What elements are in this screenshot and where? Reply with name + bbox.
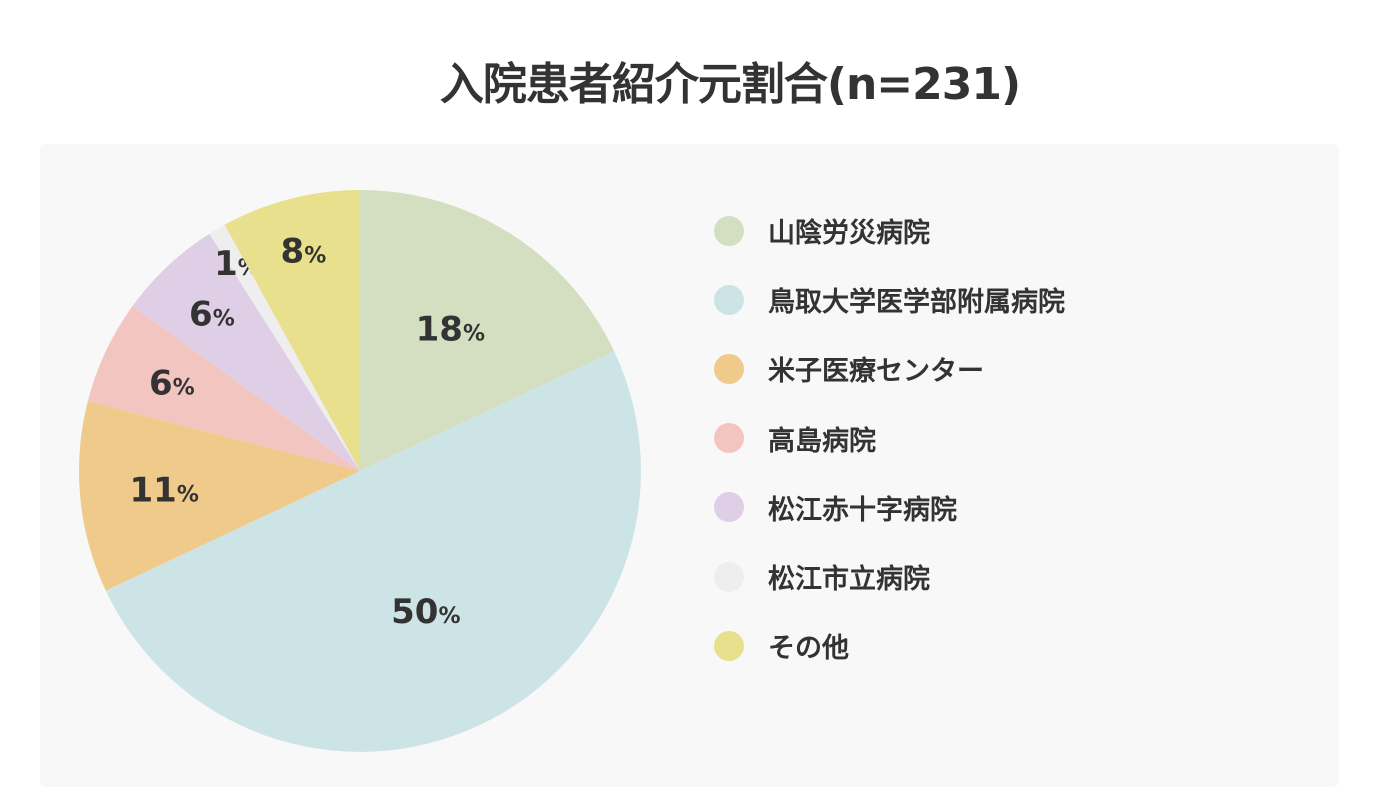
pie-slice — [87, 305, 361, 471]
legend-item: 山陰労災病院 — [714, 196, 1065, 265]
slice-value-label: 18% — [416, 310, 485, 350]
slice-value-label: 6% — [149, 363, 195, 403]
slice-value-label: 11% — [129, 471, 198, 511]
legend-label: その他 — [768, 633, 849, 665]
legend-label: 米子医療センター — [768, 356, 984, 388]
slice-value-label: 50% — [391, 592, 460, 632]
pie-slice — [224, 190, 360, 471]
legend-swatch — [714, 353, 744, 384]
legend-swatch — [714, 492, 744, 523]
pie-slice — [209, 224, 360, 471]
legend-label: 高島病院 — [768, 425, 876, 457]
legend-label: 松江赤十字病院 — [768, 494, 957, 526]
pie-slice — [78, 401, 360, 591]
pie-slice — [360, 190, 615, 471]
legend-swatch — [714, 630, 744, 661]
legend-swatch — [714, 215, 744, 246]
legend-item: 松江市立病院 — [714, 542, 1065, 611]
chart-panel: 18%50%11%6%6%1%8% — [40, 144, 1339, 787]
slice-value-label: 6% — [189, 294, 235, 334]
legend-swatch — [714, 284, 744, 315]
pie-slice — [132, 233, 360, 471]
legend-item: 松江赤十字病院 — [714, 473, 1065, 542]
legend-label: 松江市立病院 — [768, 564, 930, 596]
legend-item: 鳥取大学医学部附属病院 — [714, 265, 1065, 334]
legend: 山陰労災病院鳥取大学医学部附属病院 米子医療センター 高島病院松江赤十字病院 松江市立… — [714, 196, 1065, 680]
legend-label: 鳥取大学医学部附属病院 — [768, 287, 1065, 319]
legend-item: その他 — [714, 611, 1065, 680]
legend-label: 山陰労災病院 — [768, 218, 930, 250]
legend-item: 米子医療センター — [714, 334, 1065, 403]
chart-title: 入院患者紹介元割合(n=231) — [439, 59, 1021, 110]
pie-chart: 18%50%11%6%6%1%8% — [78, 190, 641, 752]
pie-slice — [105, 351, 641, 752]
slice-value-label: 8% — [281, 232, 327, 272]
legend-item: 高島病院 — [714, 404, 1065, 473]
legend-swatch — [714, 423, 744, 454]
legend-swatch — [714, 561, 744, 592]
